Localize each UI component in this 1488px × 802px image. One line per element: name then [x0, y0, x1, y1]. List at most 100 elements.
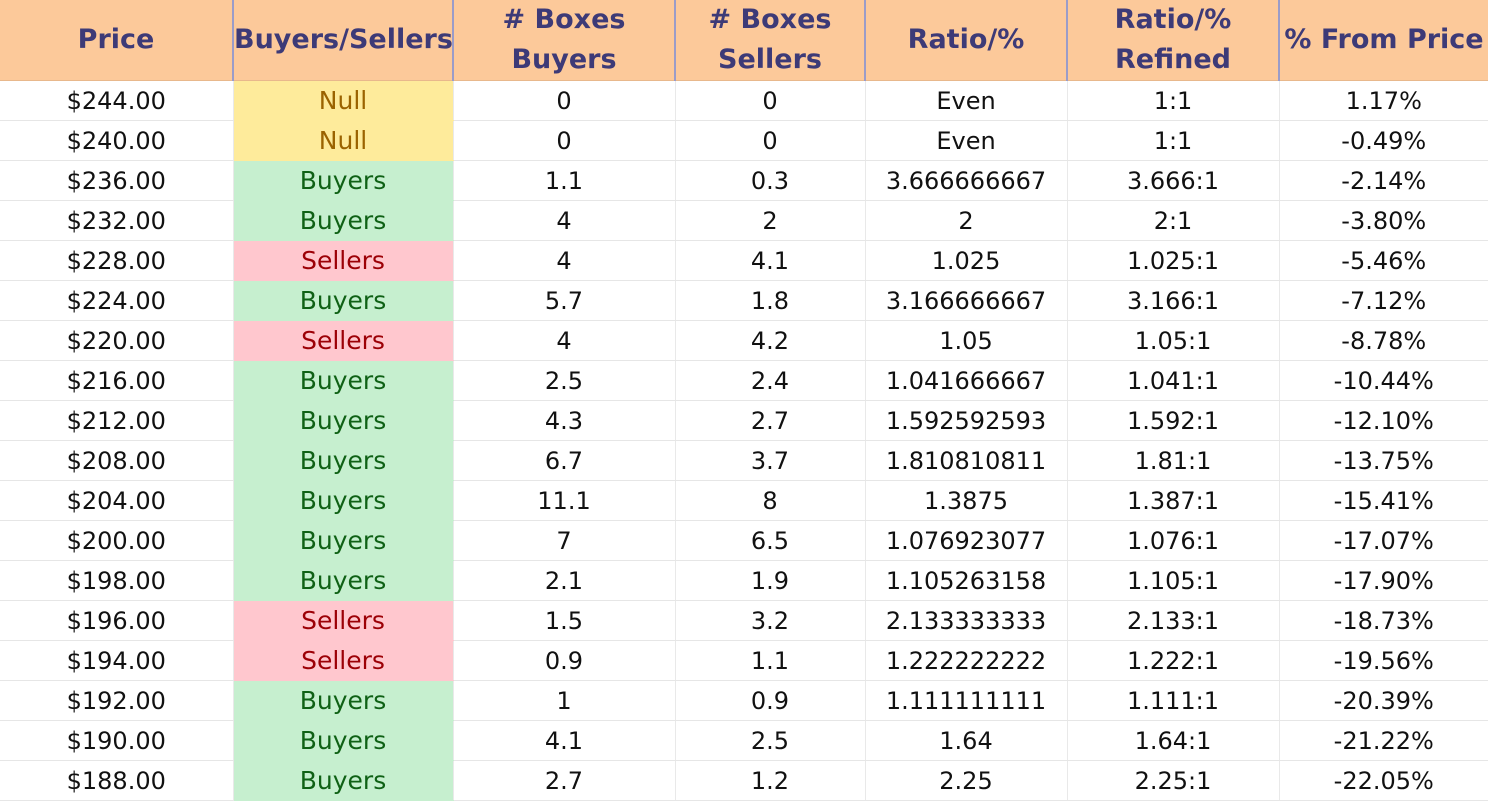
boxes-buyers-cell: 4	[453, 320, 676, 361]
from-price-cell: -21.22%	[1279, 720, 1488, 761]
boxes-sellers-cell: 0	[675, 120, 866, 161]
from-price-cell: -22.05%	[1279, 760, 1488, 801]
buyers-sellers-cell: Sellers	[233, 640, 454, 681]
buyers-sellers-cell: Buyers	[233, 560, 454, 601]
ratio-refined-cell: 1.025:1	[1067, 240, 1280, 281]
price-cell: $216.00	[0, 360, 234, 401]
buyers-sellers-cell: Buyers	[233, 360, 454, 401]
boxes-buyers-cell: 1	[453, 680, 676, 721]
header-row: Price Buyers/Sellers # Boxes Buyers # Bo…	[0, 0, 1488, 81]
boxes-buyers-cell: 4	[453, 200, 676, 241]
boxes-buyers-cell: 1.5	[453, 600, 676, 641]
header-from-price: % From Price	[1279, 0, 1488, 81]
buyers-sellers-cell: Buyers	[233, 440, 454, 481]
buyers-sellers-cell: Null	[233, 80, 454, 121]
from-price-cell: -13.75%	[1279, 440, 1488, 481]
ratio-cell: 1.3875	[865, 480, 1068, 521]
table-row: $196.00 Sellers 1.5 3.2 2.133333333 2.133:1 -1…	[0, 600, 1488, 641]
header-ratio: Ratio/%	[865, 0, 1068, 81]
buyers-sellers-cell: Buyers	[233, 760, 454, 801]
ratio-cell: 1.64	[865, 720, 1068, 761]
header-price: Price	[0, 0, 234, 81]
ratio-cell: 1.041666667	[865, 360, 1068, 401]
price-cell: $204.00	[0, 480, 234, 521]
ratio-refined-cell: 1.05:1	[1067, 320, 1280, 361]
boxes-sellers-cell: 0	[675, 80, 866, 121]
ratio-cell: 3.666666667	[865, 160, 1068, 201]
table-row: $204.00 Buyers 11.1 8 1.3875 1.387:1 -15.41%	[0, 480, 1488, 521]
from-price-cell: -7.12%	[1279, 280, 1488, 321]
boxes-sellers-cell: 3.7	[675, 440, 866, 481]
boxes-buyers-cell: 4.1	[453, 720, 676, 761]
ratio-refined-cell: 3.166:1	[1067, 280, 1280, 321]
table-row: $194.00 Sellers 0.9 1.1 1.222222222 1.222:1 -1…	[0, 640, 1488, 681]
ratio-refined-cell: 3.666:1	[1067, 160, 1280, 201]
ratio-cell: 1.592592593	[865, 400, 1068, 441]
boxes-buyers-cell: 7	[453, 520, 676, 561]
table-row: $190.00 Buyers 4.1 2.5 1.64 1.64:1 -21.22%	[0, 720, 1488, 761]
buyers-sellers-cell: Sellers	[233, 600, 454, 641]
price-cell: $196.00	[0, 600, 234, 641]
buyers-sellers-cell: Buyers	[233, 680, 454, 721]
boxes-sellers-cell: 8	[675, 480, 866, 521]
price-cell: $194.00	[0, 640, 234, 681]
from-price-cell: -5.46%	[1279, 240, 1488, 281]
table-row: $200.00 Buyers 7 6.5 1.076923077 1.076:1 -17.0…	[0, 520, 1488, 561]
ratio-cell: 1.025	[865, 240, 1068, 281]
table-row: $216.00 Buyers 2.5 2.4 1.041666667 1.041:1 -10…	[0, 360, 1488, 401]
table-row: $208.00 Buyers 6.7 3.7 1.810810811 1.81:1 -13.…	[0, 440, 1488, 481]
ratio-cell: 1.222222222	[865, 640, 1068, 681]
table-row: $224.00 Buyers 5.7 1.8 3.166666667 3.166:1 -7.…	[0, 280, 1488, 321]
price-cell: $244.00	[0, 80, 234, 121]
from-price-cell: -17.90%	[1279, 560, 1488, 601]
buyers-sellers-cell: Buyers	[233, 160, 454, 201]
ratio-refined-cell: 1.592:1	[1067, 400, 1280, 441]
ratio-refined-cell: 1.64:1	[1067, 720, 1280, 761]
table-row: $212.00 Buyers 4.3 2.7 1.592592593 1.592:1 -12…	[0, 400, 1488, 441]
boxes-sellers-cell: 1.1	[675, 640, 866, 681]
price-cell: $208.00	[0, 440, 234, 481]
buyers-sellers-cell: Buyers	[233, 280, 454, 321]
boxes-buyers-cell: 1.1	[453, 160, 676, 201]
price-cell: $224.00	[0, 280, 234, 321]
price-cell: $240.00	[0, 120, 234, 161]
from-price-cell: -12.10%	[1279, 400, 1488, 441]
header-buyers-sellers: Buyers/Sellers	[233, 0, 454, 81]
ratio-cell: 2	[865, 200, 1068, 241]
boxes-buyers-cell: 6.7	[453, 440, 676, 481]
boxes-buyers-cell: 4	[453, 240, 676, 281]
from-price-cell: -8.78%	[1279, 320, 1488, 361]
buyers-sellers-cell: Null	[233, 120, 454, 161]
boxes-buyers-cell: 2.1	[453, 560, 676, 601]
ratio-refined-cell: 1:1	[1067, 120, 1280, 161]
boxes-buyers-cell: 0.9	[453, 640, 676, 681]
boxes-sellers-cell: 3.2	[675, 600, 866, 641]
ratio-cell: 1.076923077	[865, 520, 1068, 561]
table-row: $244.00 Null 0 0 Even 1:1 1.17%	[0, 80, 1488, 121]
table-header: Price Buyers/Sellers # Boxes Buyers # Bo…	[0, 0, 1488, 81]
from-price-cell: -17.07%	[1279, 520, 1488, 561]
ratio-cell: 2.133333333	[865, 600, 1068, 641]
from-price-cell: -10.44%	[1279, 360, 1488, 401]
price-cell: $236.00	[0, 160, 234, 201]
ratio-refined-cell: 1.076:1	[1067, 520, 1280, 561]
price-cell: $232.00	[0, 200, 234, 241]
table-row: $232.00 Buyers 4 2 2 2:1 -3.80%	[0, 200, 1488, 241]
ratio-cell: 1.05	[865, 320, 1068, 361]
price-cell: $220.00	[0, 320, 234, 361]
boxes-sellers-cell: 0.3	[675, 160, 866, 201]
ratio-refined-cell: 2:1	[1067, 200, 1280, 241]
ratio-refined-cell: 1:1	[1067, 80, 1280, 121]
price-cell: $192.00	[0, 680, 234, 721]
boxes-sellers-cell: 2	[675, 200, 866, 241]
ratio-cell: 1.111111111	[865, 680, 1068, 721]
price-cell: $228.00	[0, 240, 234, 281]
ratio-cell: Even	[865, 80, 1068, 121]
table-row: $220.00 Sellers 4 4.2 1.05 1.05:1 -8.78%	[0, 320, 1488, 361]
ratio-cell: Even	[865, 120, 1068, 161]
header-boxes-sellers: # Boxes Sellers	[675, 0, 866, 81]
boxes-sellers-cell: 1.8	[675, 280, 866, 321]
price-cell: $198.00	[0, 560, 234, 601]
table-row: $240.00 Null 0 0 Even 1:1 -0.49%	[0, 120, 1488, 161]
